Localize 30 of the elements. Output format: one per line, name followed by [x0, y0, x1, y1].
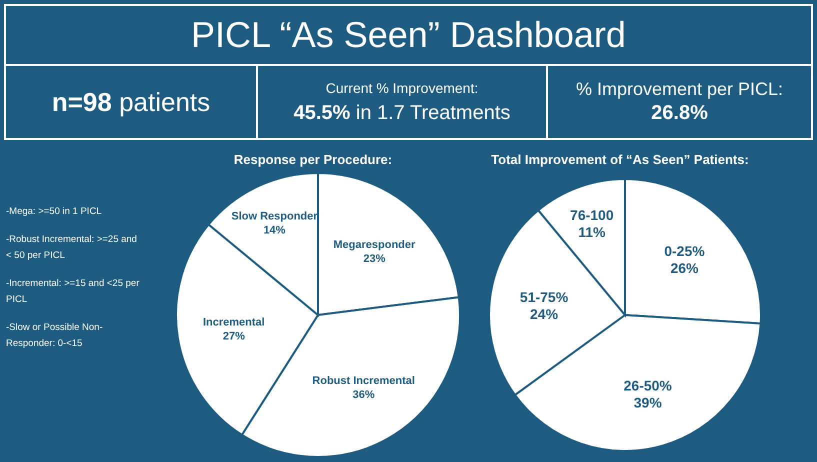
text: -Mega: >=50 in 1 PICL — [6, 205, 103, 219]
text: PICL “As Seen” Dashboard — [4, 4, 813, 66]
data-label: 23% — [363, 253, 386, 266]
text: 45.5% — [294, 102, 350, 124]
text: 26.8% — [651, 102, 708, 125]
data-label: 24% — [530, 306, 559, 322]
slice-label: 26-50% — [624, 377, 672, 394]
text: -Robust Incremental: >=25 and < 50 per PICL — [6, 233, 138, 263]
chart-title: Total Improvement of “As Seen” Patients: — [490, 152, 750, 167]
data-label: 11% — [578, 224, 606, 240]
text: in 1.7 Treatments — [356, 102, 510, 124]
data-label: 39% — [634, 394, 662, 410]
slice-label: Megaresponder — [333, 239, 416, 252]
data-label: 36% — [352, 388, 375, 401]
slice-label: Robust Incremental — [312, 374, 415, 387]
slice-label: 51-75% — [520, 288, 569, 305]
text: -Incremental: >=15 and <25 per PICL — [6, 277, 140, 307]
slice-label: 0-25% — [664, 243, 706, 260]
slice-label: Incremental — [202, 316, 265, 328]
data-label: 27% — [222, 330, 246, 342]
slice-label: Slow Responder — [231, 210, 318, 222]
slice-label: 76-100 — [570, 206, 614, 223]
text: -Slow or Possible Non-Responder: 0-<15 — [6, 321, 104, 351]
data-label: 14% — [263, 224, 286, 236]
chart-title: Response per Procedure: — [232, 152, 394, 167]
text: % Improvement per PICL: — [576, 79, 784, 100]
text: Current % Improvement: — [326, 80, 478, 96]
text: n=98 — [52, 86, 112, 118]
data-label: 26% — [670, 260, 700, 276]
text: patients — [119, 86, 210, 118]
